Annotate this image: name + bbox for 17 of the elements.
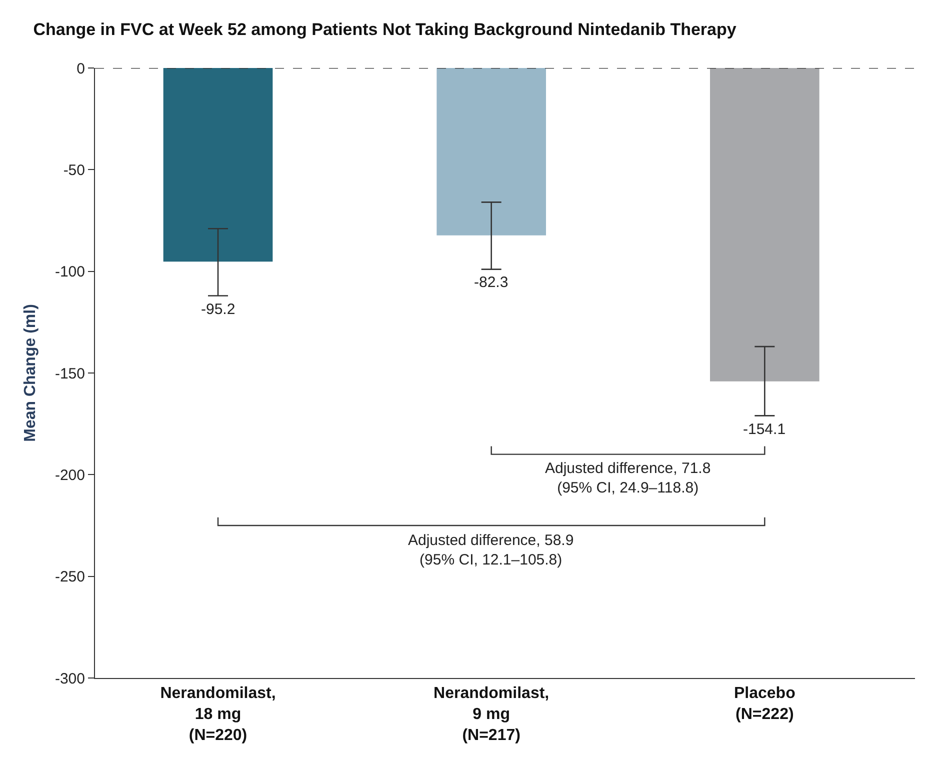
x-tick-label: Nerandomilast, 18 mg (N=220) (160, 685, 276, 744)
y-tick-label: -250 (54, 568, 85, 586)
y-tick-label: -300 (54, 670, 85, 688)
data-label: -82.3 (474, 274, 508, 291)
y-axis-title: Mean Change (ml) (22, 304, 39, 442)
x-tick-label: Nerandomilast, 9 mg (N=217) (434, 685, 550, 744)
data-label: -154.1 (743, 421, 786, 438)
annotation: Adjusted difference, 71.8 (95% CI, 24.9–118.8) (545, 460, 711, 496)
y-tick-label: -100 (54, 264, 85, 281)
y-tick-label: -50 (63, 162, 85, 179)
chart-title: Change in FVC at Week 52 among Patients Not Taking Background Nintedanib Therapy (33, 20, 737, 39)
y-tick-label: -200 (54, 466, 85, 484)
annotation: Adjusted difference, 58.9 (95% CI, 12.1–105.8) (408, 532, 574, 568)
y-tick-label: -150 (54, 365, 85, 382)
x-tick-label: Placebo (N=222) (734, 685, 796, 723)
data-label: -95.2 (201, 301, 236, 318)
y-tick-label: 0 (76, 60, 85, 78)
